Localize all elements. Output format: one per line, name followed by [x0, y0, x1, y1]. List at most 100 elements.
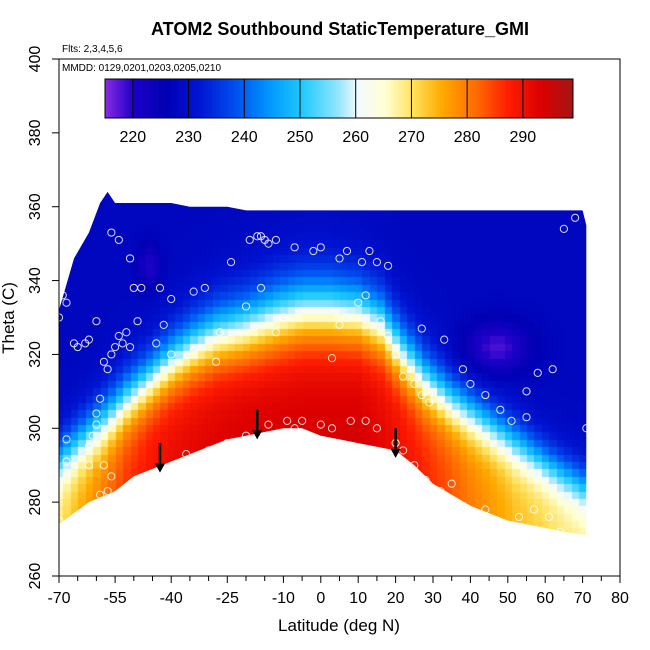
observation-point [327, 424, 337, 433]
observation-point [159, 320, 168, 329]
x-tick-label: 10 [349, 590, 367, 607]
y-tick-label: 380 [27, 119, 44, 146]
observation-point [92, 420, 101, 429]
x-tick-label: -10 [272, 590, 295, 607]
observation-point [111, 342, 120, 352]
observation-point [522, 413, 531, 422]
observation-point [223, 438, 232, 448]
y-axis: 260 280 300 320 340 360 380 400 [27, 46, 59, 590]
observation-point [496, 527, 505, 536]
observation-point [264, 420, 273, 429]
observation-point [84, 461, 94, 470]
observation-point [309, 246, 318, 256]
y-tick-label: 340 [27, 267, 44, 294]
observation-point [155, 283, 165, 293]
observation-point [189, 287, 198, 296]
observation-point [556, 527, 565, 536]
x-tick-label: 0 [316, 590, 325, 607]
observation-point [189, 346, 198, 355]
colorbar-tick-label: 240 [231, 129, 258, 146]
observation-point [73, 342, 82, 352]
observation-point [361, 416, 370, 425]
observation-point [372, 258, 381, 267]
tropopause-arrows [154, 409, 401, 473]
y-tick-label: 400 [27, 46, 44, 73]
observation-point [384, 331, 393, 341]
observation-point [514, 512, 524, 522]
observation-point [125, 342, 135, 352]
x-tick-label: 80 [611, 590, 629, 607]
tropopause-arrow [390, 428, 401, 458]
observation-point [62, 298, 71, 307]
observation-point [103, 365, 112, 374]
observation-point [421, 475, 430, 485]
observation-point [327, 354, 337, 363]
observation-point [559, 224, 569, 233]
observation-point [88, 431, 97, 440]
observation-point [118, 339, 127, 348]
x-tick-label: 30 [424, 590, 442, 607]
chart-title: ATOM2 Southbound StaticTemperature_GMI [151, 19, 529, 39]
x-axis-label: Latitude (deg N) [278, 616, 400, 635]
observation-point [507, 416, 516, 425]
observation-point [84, 442, 94, 451]
colorbar: 220 230 240 250 260 270 280 290 [104, 78, 574, 146]
colorbar-tick-label: 290 [510, 129, 537, 146]
observation-point [529, 505, 539, 514]
observation-point [271, 235, 281, 245]
dates-label: MMDD: 0129,0201,0203,0205,0210 [62, 63, 221, 74]
observation-point [410, 379, 419, 389]
x-tick-label: 60 [536, 590, 554, 607]
observation-point [62, 457, 71, 466]
x-tick-label: 50 [499, 590, 517, 607]
observation-point [533, 368, 542, 377]
y-tick-label: 260 [27, 563, 44, 590]
colorbar-tick-label: 260 [342, 129, 369, 146]
observation-point [253, 232, 262, 241]
x-tick-label: 70 [574, 590, 592, 607]
observation-point [125, 254, 135, 263]
observation-point [361, 291, 370, 300]
colorbar-frame [104, 78, 574, 119]
colorbar-tick-label: 280 [454, 129, 481, 146]
observation-point [215, 328, 224, 337]
observation-point [571, 213, 580, 222]
flights-label: Flts: 2,3,4,5,6 [62, 44, 123, 55]
observation-point [425, 398, 434, 407]
observation-point [357, 258, 367, 267]
observation-point [152, 339, 161, 348]
observation-point [466, 379, 475, 389]
observation-point [316, 243, 325, 252]
observation-point [107, 472, 116, 481]
observation-point [103, 486, 112, 496]
observation-point [410, 461, 419, 470]
x-tick-label: -55 [104, 590, 127, 607]
observation-point [279, 313, 288, 322]
observation-point [335, 320, 344, 329]
observation-point [290, 424, 299, 433]
observation-point [107, 350, 116, 359]
observation-point [365, 246, 374, 256]
observation-point [92, 317, 101, 326]
observation-point [342, 313, 352, 322]
observation-point [372, 424, 381, 433]
observation-point [342, 246, 352, 256]
observation-point [62, 435, 71, 444]
x-tick-label: 40 [462, 590, 480, 607]
observation-point [182, 450, 191, 459]
observation-point [99, 461, 108, 470]
observation-point [107, 228, 116, 237]
observation-point [458, 365, 468, 374]
observation-point [398, 372, 408, 381]
observation-points [54, 213, 591, 536]
observation-point [522, 387, 531, 396]
colorbar-tick-label: 250 [287, 129, 314, 146]
observation-point [200, 283, 209, 293]
observation-point [481, 505, 490, 514]
observation-point [283, 416, 292, 425]
observation-point [354, 298, 363, 307]
observation-point [346, 416, 355, 425]
y-tick-label: 280 [27, 489, 44, 516]
observation-point [264, 239, 273, 248]
y-tick-label: 360 [27, 193, 44, 220]
